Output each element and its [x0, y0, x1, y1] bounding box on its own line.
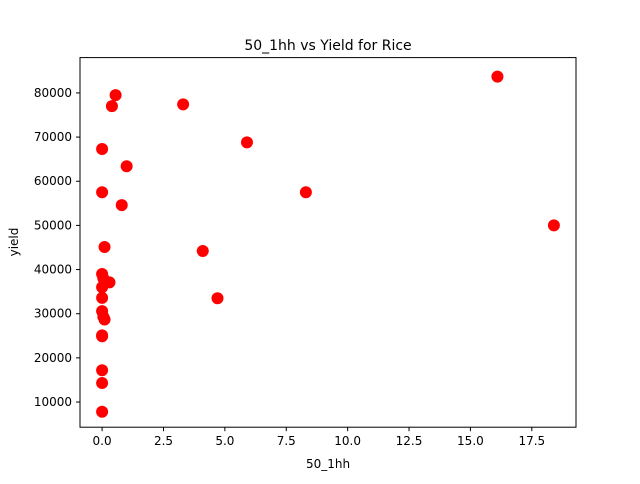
data-point-24 — [96, 330, 109, 343]
data-point-3 — [177, 98, 190, 111]
plot-area-frame — [79, 57, 577, 428]
data-point-9 — [299, 186, 312, 199]
y-tick-label: 80000 — [34, 86, 72, 100]
data-point-12 — [98, 241, 111, 254]
points-layer — [96, 70, 560, 418]
ticks-layer: 0.0 2.5 5.0 7.5 10.0 12.5 15.0 17.5 10000 20000 30… — [34, 86, 545, 448]
x-tick-label: 0.0 — [93, 434, 112, 448]
data-point-18 — [96, 291, 109, 304]
data-point-5 — [240, 136, 253, 149]
x-tick-label: 7.5 — [277, 434, 296, 448]
data-point-13 — [196, 245, 209, 258]
x-tick-label: 17.5 — [518, 434, 545, 448]
y-tick-label: 40000 — [34, 263, 72, 277]
y-tick-label: 10000 — [34, 395, 72, 409]
data-point-1 — [491, 70, 504, 83]
data-point-7 — [120, 160, 133, 173]
data-point-17 — [96, 281, 109, 294]
data-point-27 — [96, 405, 109, 418]
data-point-10 — [115, 199, 128, 212]
x-axis-label: 50_1hh — [306, 457, 350, 471]
data-point-26 — [96, 377, 109, 390]
data-point-19 — [211, 292, 224, 305]
y-tick-label: 30000 — [34, 307, 72, 321]
y-tick-label: 60000 — [34, 174, 72, 188]
x-tick-label: 2.5 — [154, 434, 173, 448]
data-point-4 — [105, 100, 118, 113]
data-point-8 — [96, 186, 109, 199]
data-point-22 — [98, 313, 111, 326]
data-point-2 — [109, 89, 122, 102]
y-tick-label: 20000 — [34, 351, 72, 365]
chart-title: 50_1hh vs Yield for Rice — [244, 38, 411, 54]
x-tick-label: 12.5 — [396, 434, 423, 448]
x-tick-label: 5.0 — [215, 434, 234, 448]
y-tick-label: 50000 — [34, 218, 72, 232]
x-tick-label: 10.0 — [334, 434, 361, 448]
data-point-6 — [96, 143, 109, 156]
x-tick-label: 15.0 — [457, 434, 484, 448]
y-tick-label: 70000 — [34, 130, 72, 144]
data-point-25 — [96, 364, 109, 377]
data-point-11 — [547, 219, 560, 232]
y-axis-label: yield — [7, 228, 21, 257]
